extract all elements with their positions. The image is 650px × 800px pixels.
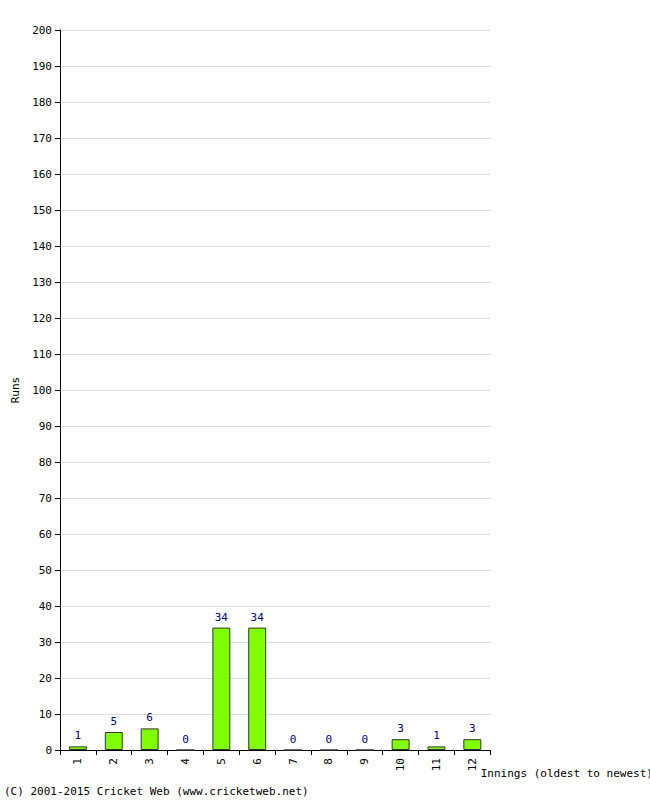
svg-text:6: 6 <box>146 711 153 724</box>
svg-text:100: 100 <box>32 384 52 397</box>
svg-text:5: 5 <box>215 758 228 765</box>
svg-text:1: 1 <box>433 729 440 742</box>
svg-text:0: 0 <box>182 733 189 746</box>
svg-text:60: 60 <box>39 528 52 541</box>
svg-text:70: 70 <box>39 492 52 505</box>
svg-text:170: 170 <box>32 132 52 145</box>
svg-text:7: 7 <box>287 758 300 765</box>
svg-text:110: 110 <box>32 348 52 361</box>
svg-text:80: 80 <box>39 456 52 469</box>
svg-text:0: 0 <box>45 744 52 757</box>
svg-text:Runs: Runs <box>9 377 22 404</box>
svg-text:0: 0 <box>326 733 333 746</box>
svg-text:12: 12 <box>466 758 479 771</box>
svg-text:40: 40 <box>39 600 52 613</box>
svg-text:11: 11 <box>430 758 443 771</box>
svg-text:90: 90 <box>39 420 52 433</box>
svg-text:34: 34 <box>215 611 229 624</box>
svg-text:160: 160 <box>32 168 52 181</box>
svg-text:20: 20 <box>39 672 52 685</box>
svg-text:4: 4 <box>179 758 192 765</box>
svg-text:(C) 2001-2015 Cricket Web (www: (C) 2001-2015 Cricket Web (www.cricketwe… <box>4 785 309 798</box>
svg-text:10: 10 <box>39 708 52 721</box>
svg-text:130: 130 <box>32 276 52 289</box>
svg-text:180: 180 <box>32 96 52 109</box>
svg-text:2: 2 <box>107 758 120 765</box>
svg-text:34: 34 <box>251 611 265 624</box>
svg-text:50: 50 <box>39 564 52 577</box>
svg-text:3: 3 <box>469 722 476 735</box>
svg-text:1: 1 <box>71 758 84 765</box>
svg-text:190: 190 <box>32 60 52 73</box>
svg-text:120: 120 <box>32 312 52 325</box>
svg-text:200: 200 <box>32 24 52 37</box>
svg-text:150: 150 <box>32 204 52 217</box>
svg-text:3: 3 <box>397 722 404 735</box>
svg-text:30: 30 <box>39 636 52 649</box>
svg-text:8: 8 <box>322 758 335 765</box>
svg-text:0: 0 <box>361 733 368 746</box>
svg-text:9: 9 <box>358 758 371 765</box>
svg-text:140: 140 <box>32 240 52 253</box>
svg-text:0: 0 <box>290 733 297 746</box>
svg-text:6: 6 <box>251 758 264 765</box>
svg-text:3: 3 <box>143 758 156 765</box>
svg-text:Innings (oldest to newest): Innings (oldest to newest) <box>481 767 650 780</box>
svg-text:10: 10 <box>394 758 407 771</box>
svg-text:1: 1 <box>75 729 82 742</box>
svg-text:5: 5 <box>110 715 117 728</box>
